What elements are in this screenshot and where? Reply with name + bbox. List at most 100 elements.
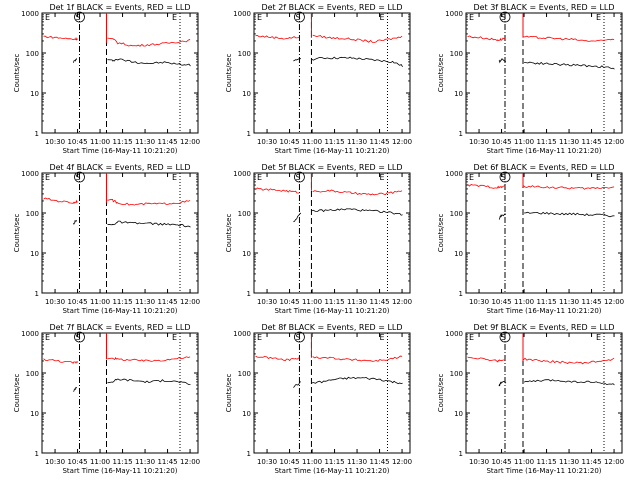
x-tick-label: 11:30 <box>135 138 155 146</box>
x-tick-label: 11:45 <box>157 138 177 146</box>
lld-series-line <box>312 189 403 196</box>
y-axis-label: Counts/sec <box>13 214 21 253</box>
marker-E-left: E <box>257 13 262 22</box>
x-tick-label: 11:45 <box>581 138 601 146</box>
x-tick-label: 10:45 <box>279 458 299 466</box>
x-tick-label: 11:00 <box>90 298 110 306</box>
lld-series-line <box>467 35 506 42</box>
events-series-line <box>310 56 403 68</box>
y-tick-label: 10 <box>242 90 251 98</box>
marker-E-right: E <box>380 333 385 342</box>
events-series-line <box>524 211 615 218</box>
x-tick-label: 11:00 <box>514 298 534 306</box>
y-tick-label: 100 <box>450 210 463 218</box>
y-tick-label: 1 <box>35 290 39 298</box>
y-tick-label: 10 <box>30 410 39 418</box>
x-tick-label: 10:30 <box>45 458 65 466</box>
x-tick-label: 10:30 <box>45 298 65 306</box>
x-tick-label: 11:15 <box>324 458 344 466</box>
lld-series-line <box>107 356 191 362</box>
lld-series-line <box>522 185 615 190</box>
marker-S-circle <box>74 171 85 183</box>
marker-E-left: E <box>469 333 474 342</box>
lld-series-line <box>43 358 79 364</box>
events-series-line <box>107 378 191 386</box>
x-tick-label: 11:45 <box>581 298 601 306</box>
y-axis-label: Counts/sec <box>13 54 21 93</box>
x-tick-label: 11:45 <box>581 458 601 466</box>
marker-S: S <box>76 13 81 22</box>
y-tick-label: 1000 <box>233 10 251 18</box>
x-tick-label: 11:45 <box>369 138 389 146</box>
y-tick-label: 1 <box>247 450 251 458</box>
x-axis-label: Start Time (16-May-11 10:21:20) <box>62 147 177 155</box>
chart-title: Det 2f BLACK = Events, RED = LLD <box>261 3 402 12</box>
events-series-line <box>523 379 615 386</box>
y-tick-label: 10 <box>242 250 251 258</box>
x-tick-label: 11:30 <box>135 458 155 466</box>
x-tick-label: 11:30 <box>559 138 579 146</box>
y-tick-label: 1 <box>459 450 463 458</box>
x-tick-label: 11:15 <box>112 298 132 306</box>
events-series-line <box>107 220 191 228</box>
y-tick-label: 1000 <box>21 170 39 178</box>
x-tick-label: 10:45 <box>67 138 87 146</box>
chart-panel-4: Det 4f BLACK = Events, RED = LLD 1 10 100 10… <box>13 163 200 315</box>
marker-S: S <box>76 333 81 342</box>
lld-series-line <box>255 355 300 362</box>
x-tick-label: 12:00 <box>604 138 624 146</box>
x-axis-label: Start Time (16-May-11 10:21:20) <box>274 307 389 315</box>
plot-frame <box>41 172 199 294</box>
x-tick-label: 11:00 <box>302 458 322 466</box>
x-tick-label: 10:30 <box>469 458 489 466</box>
x-tick-label: 12:00 <box>604 458 624 466</box>
y-tick-label: 10 <box>242 410 251 418</box>
x-tick-label: 11:30 <box>135 298 155 306</box>
lld-series-line <box>523 35 615 42</box>
x-tick-label: 11:45 <box>157 458 177 466</box>
lld-series-line <box>467 183 506 189</box>
x-tick-label: 11:15 <box>536 458 556 466</box>
y-tick-label: 100 <box>450 370 463 378</box>
x-axis-label: Start Time (16-May-11 10:21:20) <box>486 467 601 475</box>
y-tick-label: 1 <box>35 130 39 138</box>
x-tick-label: 11:15 <box>324 298 344 306</box>
marker-E-right: E <box>172 333 177 342</box>
y-axis-label: Counts/sec <box>225 374 233 413</box>
x-tick-label: 12:00 <box>392 138 412 146</box>
x-axis-label: Start Time (16-May-11 10:21:20) <box>486 147 601 155</box>
x-tick-label: 11:15 <box>112 458 132 466</box>
marker-S: S <box>501 13 506 22</box>
chart-title: Det 1f BLACK = Events, RED = LLD <box>49 3 190 12</box>
y-axis-label: Counts/sec <box>225 214 233 253</box>
events-series-line <box>293 212 302 223</box>
marker-E-right: E <box>172 13 177 22</box>
y-tick-label: 1 <box>247 130 251 138</box>
y-axis-label: Counts/sec <box>225 54 233 93</box>
x-axis-label: Start Time (16-May-11 10:21:20) <box>62 307 177 315</box>
x-tick-label: 11:00 <box>514 458 534 466</box>
lld-series-line <box>107 198 191 206</box>
y-tick-label: 100 <box>450 50 463 58</box>
x-tick-label: 10:45 <box>67 458 87 466</box>
y-tick-label: 1000 <box>445 170 463 178</box>
chart-panel-8: Det 8f BLACK = Events, RED = LLD 1 10 100 10… <box>225 323 412 475</box>
lld-series-line <box>43 197 78 204</box>
y-tick-label: 10 <box>454 90 463 98</box>
x-tick-label: 11:15 <box>112 138 132 146</box>
marker-E-right: E <box>172 173 177 182</box>
lld-series-line <box>43 35 78 41</box>
marker-E-left: E <box>45 173 50 182</box>
chart-title: Det 7f BLACK = Events, RED = LLD <box>49 323 190 332</box>
x-tick-label: 11:00 <box>302 298 322 306</box>
events-series-line <box>293 57 302 62</box>
marker-S-circle <box>499 331 511 343</box>
x-tick-label: 10:30 <box>257 458 277 466</box>
x-tick-label: 10:30 <box>469 298 489 306</box>
lld-series-line <box>255 34 300 40</box>
y-tick-label: 100 <box>26 370 39 378</box>
x-axis-label: Start Time (16-May-11 10:21:20) <box>486 307 601 315</box>
marker-S: S <box>295 13 300 22</box>
chart-title: Det 3f BLACK = Events, RED = LLD <box>473 3 614 12</box>
